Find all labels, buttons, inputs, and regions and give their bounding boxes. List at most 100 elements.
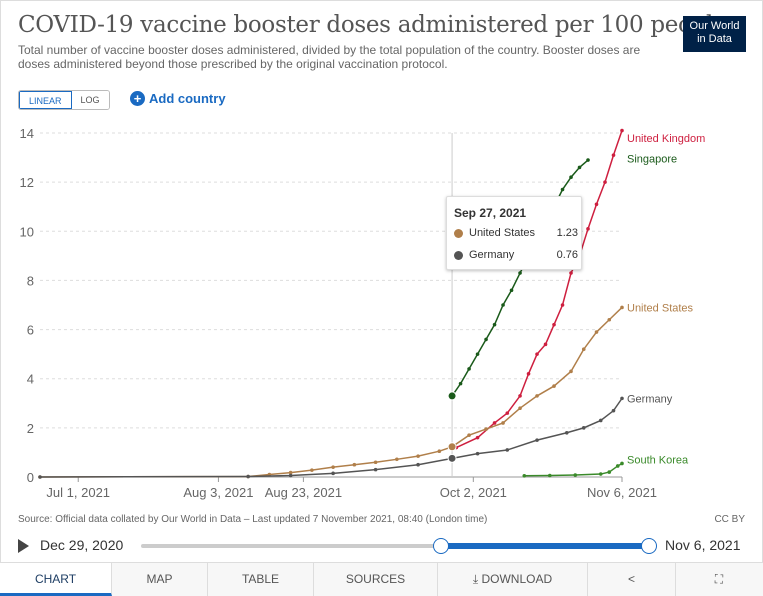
log-scale-button[interactable]: LOG [72, 91, 109, 109]
tab-chart[interactable]: CHART [0, 563, 112, 596]
data-point [620, 129, 624, 133]
tab-bar: CHART MAP TABLE SOURCES ⤓ DOWNLOAD < ⛶ [0, 562, 763, 596]
x-tick-label: Aug 23, 2021 [265, 485, 342, 500]
series-label: Singapore [627, 153, 677, 165]
legend-dot-icon [454, 229, 463, 238]
series-label: United Kingdom [627, 133, 705, 145]
data-point [38, 475, 42, 479]
y-tick-label: 8 [27, 273, 34, 288]
data-point [552, 323, 556, 327]
data-point [395, 458, 399, 462]
logo-line-2: in Data [683, 33, 746, 46]
data-point [595, 202, 599, 206]
data-point [467, 433, 471, 437]
owid-logo[interactable]: Our World in Data [683, 16, 746, 52]
data-point [467, 367, 471, 371]
data-point [310, 468, 314, 472]
data-point [518, 406, 522, 410]
data-point [510, 288, 514, 292]
x-tick-label: Nov 6, 2021 [587, 485, 657, 500]
y-tick-label: 10 [20, 224, 34, 239]
data-point [612, 153, 616, 157]
license-link[interactable]: CC BY [714, 514, 745, 525]
tooltip-row: United States 1.23 [454, 227, 578, 239]
data-point [476, 452, 480, 456]
timeline-end-handle[interactable] [641, 538, 657, 554]
data-point [582, 426, 586, 430]
data-point [527, 372, 531, 376]
data-point [612, 409, 616, 413]
data-point [505, 411, 509, 415]
series-label: South Korea [627, 454, 689, 466]
add-country-label: Add country [149, 91, 226, 106]
logo-line-1: Our World [683, 20, 746, 33]
data-point [603, 180, 607, 184]
x-tick-label: Jul 1, 2021 [46, 485, 110, 500]
chart-subtitle: Total number of vaccine booster doses ad… [18, 43, 658, 71]
tooltip-date: Sep 27, 2021 [454, 206, 526, 220]
data-point [353, 463, 357, 467]
linear-scale-button[interactable]: LINEAR [19, 91, 72, 109]
data-point [522, 474, 526, 478]
hover-tooltip: Sep 27, 2021 United States 1.23 Germany … [446, 196, 582, 270]
data-point [476, 352, 480, 356]
data-point [595, 330, 599, 334]
data-point [561, 188, 565, 192]
data-point [535, 438, 539, 442]
data-point [331, 465, 335, 469]
add-country-button[interactable]: + Add country [130, 91, 226, 106]
data-point [569, 370, 573, 374]
y-tick-label: 14 [20, 126, 34, 141]
data-point [374, 468, 378, 472]
data-point [289, 474, 293, 478]
data-point [620, 397, 624, 401]
data-point [535, 394, 539, 398]
series-label: United States [627, 302, 694, 314]
data-point [586, 227, 590, 231]
y-tick-label: 6 [27, 323, 34, 338]
data-point [620, 306, 624, 310]
scale-toggle: LINEAR LOG [18, 90, 110, 110]
fullscreen-button[interactable]: ⛶ [676, 563, 762, 596]
timeline-start-date: Dec 29, 2020 [40, 537, 123, 553]
data-point [416, 463, 420, 467]
data-point [438, 449, 442, 453]
data-point [569, 271, 573, 275]
data-point [484, 338, 488, 342]
data-point [331, 472, 335, 476]
line-chart[interactable]: 0 2 4 6 8 10 12 14 Jul 1, 2021 Aug 3, 2021 Aug 23,… [0, 120, 763, 510]
share-button[interactable]: < [588, 563, 676, 596]
x-tick-label: Aug 3, 2021 [183, 485, 253, 500]
tooltip-series-value: 1.23 [557, 227, 578, 239]
data-point [493, 421, 497, 425]
data-point [416, 454, 420, 458]
tooltip-row: Germany 0.76 [454, 249, 578, 261]
data-point [518, 394, 522, 398]
x-tick-label: Oct 2, 2021 [440, 485, 507, 500]
fullscreen-icon: ⛶ [715, 572, 723, 586]
data-point [561, 303, 565, 307]
tab-map[interactable]: MAP [112, 563, 208, 596]
data-point [565, 431, 569, 435]
series-line [456, 131, 622, 448]
hover-marker [448, 454, 456, 462]
data-point [569, 175, 573, 179]
series-line [40, 398, 622, 477]
play-icon[interactable] [18, 539, 29, 553]
tab-table[interactable]: TABLE [208, 563, 314, 596]
data-point [246, 475, 250, 479]
data-point [544, 343, 548, 347]
y-tick-label: 4 [27, 372, 34, 387]
data-point [582, 347, 586, 351]
data-point [599, 419, 603, 423]
timeline-start-handle[interactable] [433, 538, 449, 554]
data-point [573, 473, 577, 477]
data-point [518, 271, 522, 275]
tab-download[interactable]: ⤓ DOWNLOAD [438, 563, 588, 596]
tab-sources[interactable]: SOURCES [314, 563, 438, 596]
hover-marker [448, 443, 456, 451]
data-point [599, 472, 603, 476]
tab-download-label: DOWNLOAD [481, 572, 552, 586]
source-note: Source: Official data collated by Our Wo… [18, 514, 487, 525]
data-point [501, 303, 505, 307]
